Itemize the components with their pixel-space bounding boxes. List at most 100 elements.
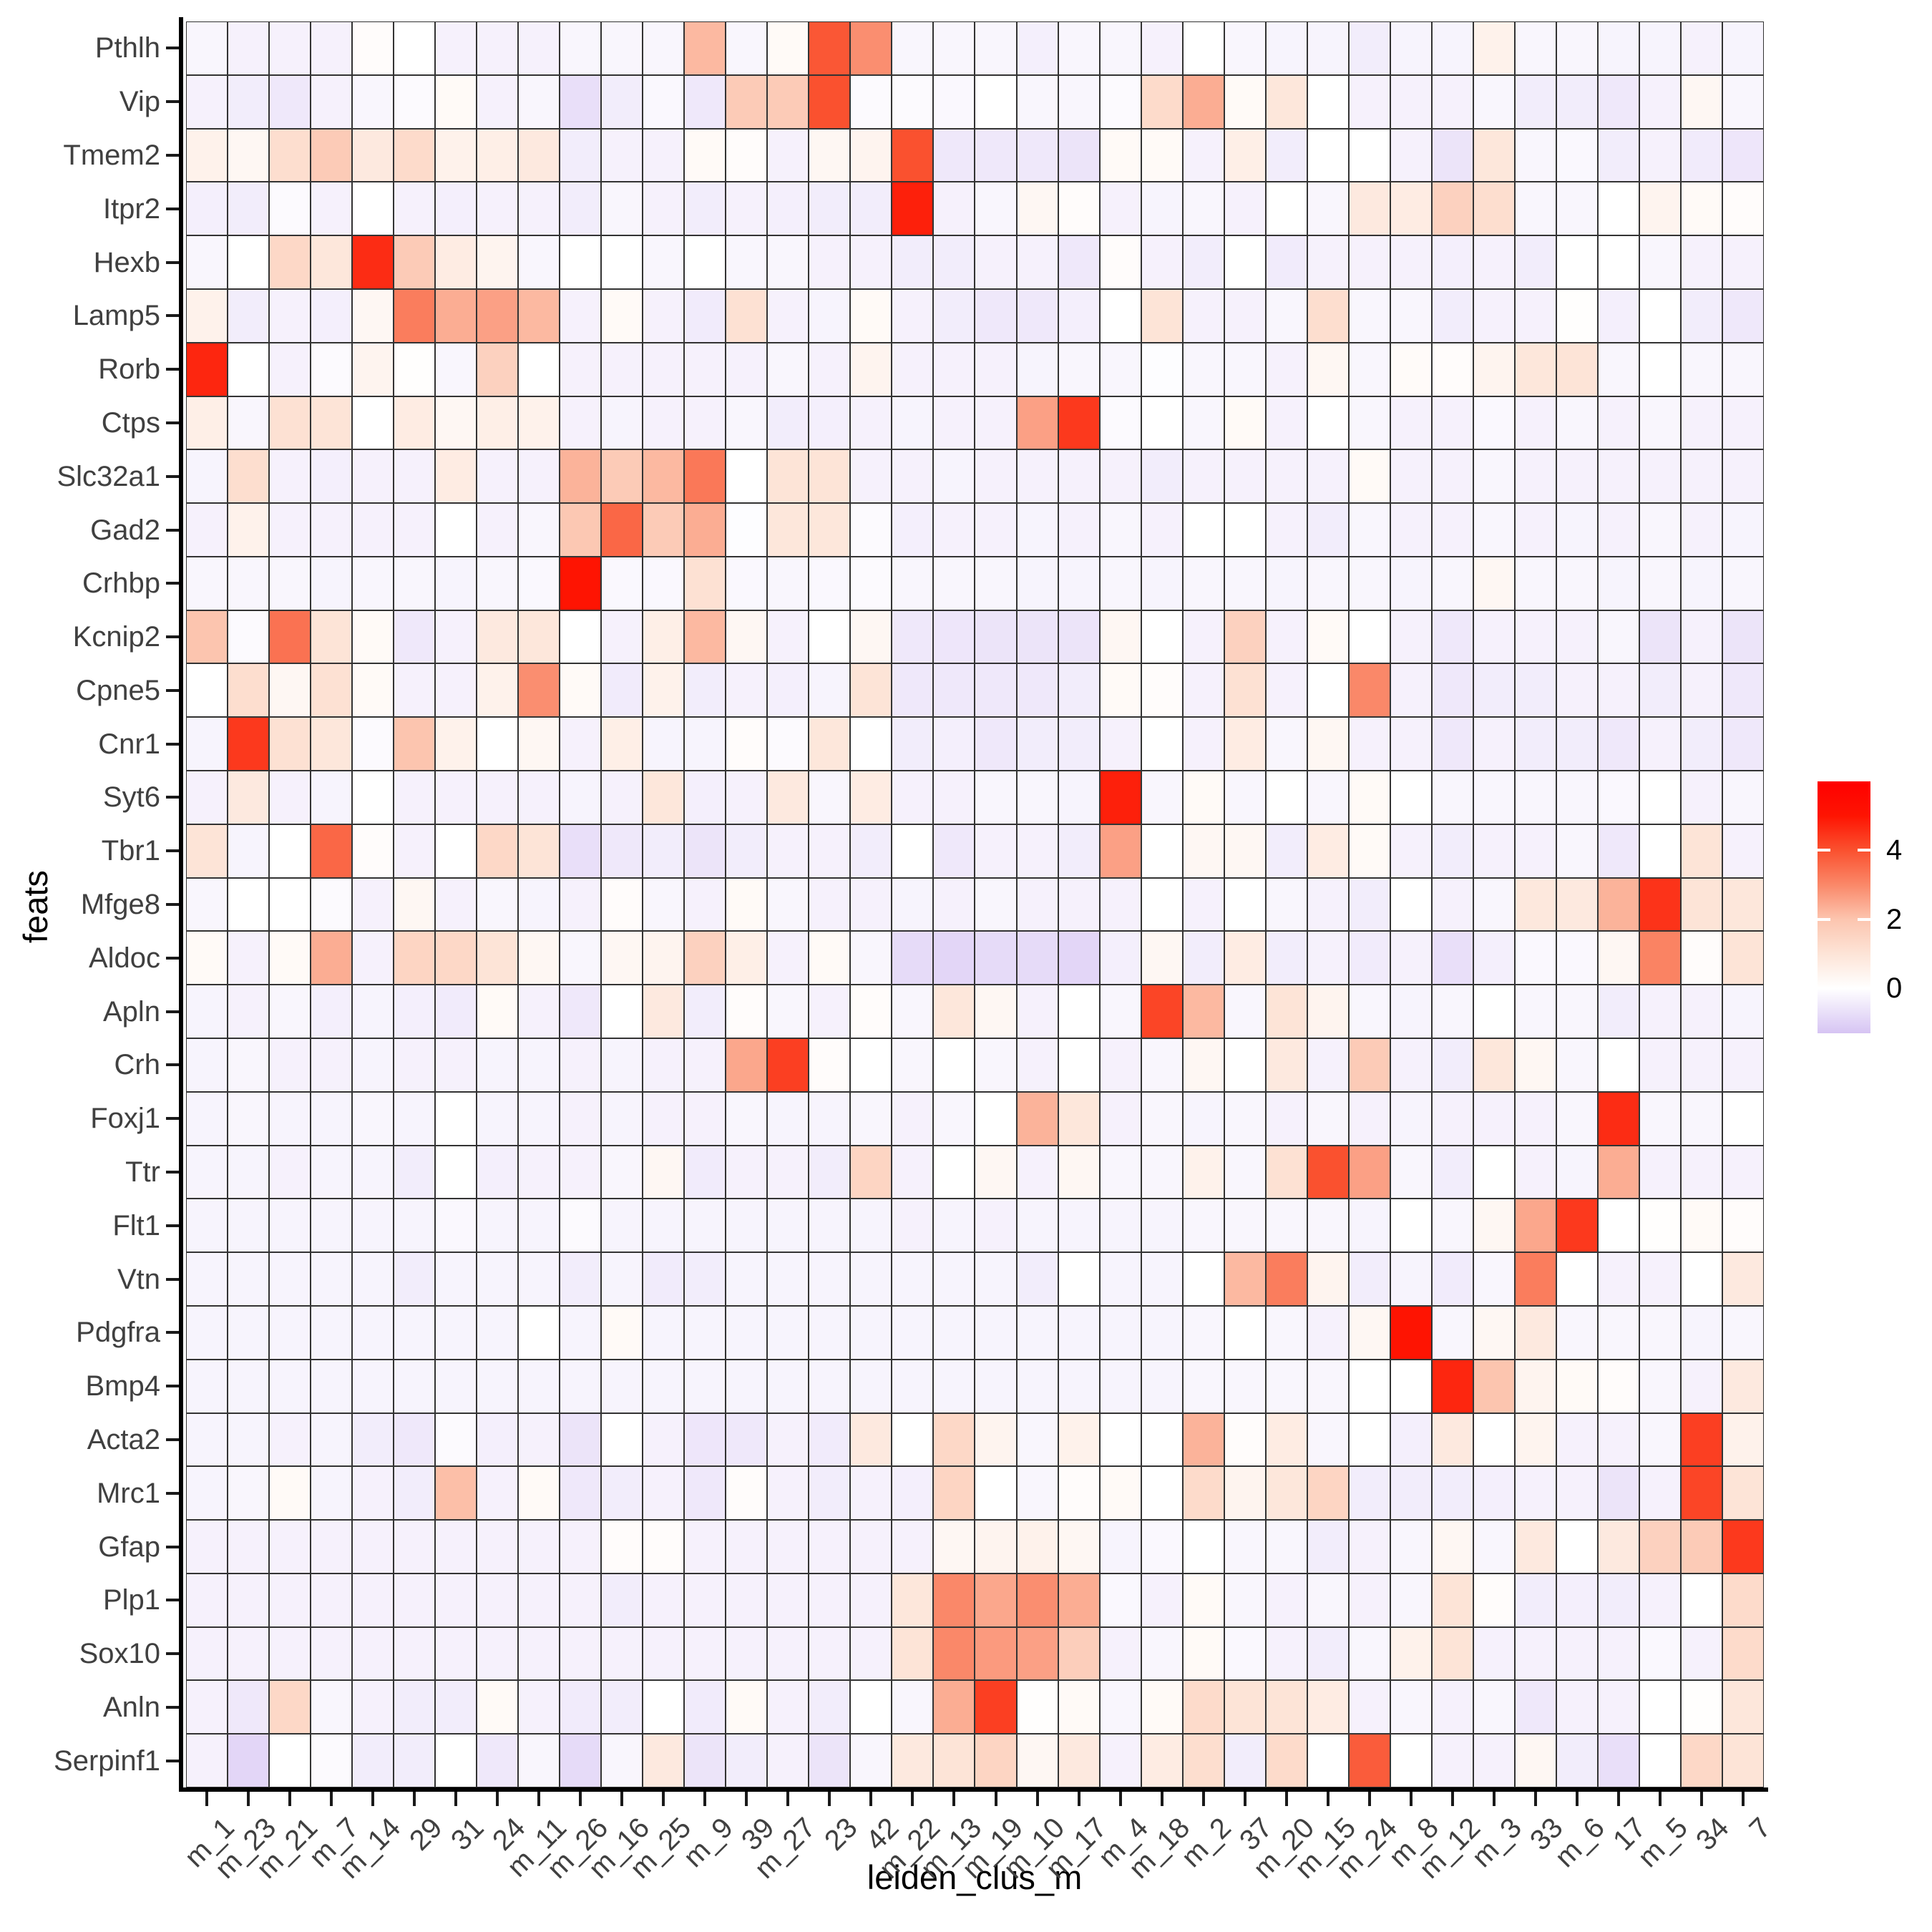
heatmap-cell (1681, 824, 1722, 878)
heatmap-cell (1432, 1146, 1473, 1199)
heatmap-cell (311, 878, 352, 931)
heatmap-cell (1515, 75, 1556, 129)
heatmap-cell (1722, 878, 1764, 931)
heatmap-cell (228, 503, 269, 557)
heatmap-cell (1515, 343, 1556, 396)
heatmap-cell (892, 1680, 933, 1734)
heatmap-cell (394, 557, 435, 610)
heatmap-cell (269, 1413, 311, 1466)
legend-tick-mark (1818, 849, 1830, 852)
heatmap-cell (352, 1252, 394, 1306)
y-axis-label: Gfap (98, 1531, 160, 1563)
heatmap-cell (850, 21, 892, 75)
heatmap-cell (726, 1520, 767, 1574)
heatmap-cell (684, 1466, 726, 1520)
heatmap-cell (186, 931, 228, 985)
heatmap-cell (1141, 717, 1183, 771)
heatmap-cell (1473, 1092, 1515, 1146)
heatmap-cell (643, 717, 684, 771)
heatmap-cell (726, 1306, 767, 1360)
heatmap-cell (1183, 182, 1224, 235)
heatmap-cell (1307, 985, 1349, 1038)
heatmap-cell (1432, 235, 1473, 289)
heatmap-cell (1141, 1252, 1183, 1306)
legend-tick-mark (1858, 917, 1870, 921)
heatmap-cell (560, 343, 601, 396)
y-tick (166, 1010, 179, 1013)
heatmap-cell (311, 1306, 352, 1360)
heatmap-cell (1141, 824, 1183, 878)
heatmap-cell (1473, 449, 1515, 503)
heatmap-cell (1349, 129, 1390, 182)
heatmap-cell (352, 21, 394, 75)
heatmap-cell (311, 557, 352, 610)
y-tick (166, 903, 179, 907)
heatmap-cell (228, 75, 269, 129)
x-tick (288, 1792, 292, 1807)
heatmap-cell (726, 824, 767, 878)
heatmap-cell (1141, 396, 1183, 449)
heatmap-cell (1224, 771, 1266, 824)
heatmap-cell (477, 1360, 518, 1413)
heatmap-cell (518, 1092, 560, 1146)
heatmap-cell (1183, 1413, 1224, 1466)
heatmap-cell (1100, 235, 1141, 289)
x-axis-label: 34 (1690, 1812, 1736, 1857)
heatmap-cell (1390, 1413, 1432, 1466)
heatmap-cell (560, 1734, 601, 1787)
heatmap-cell (850, 289, 892, 343)
heatmap-cell (684, 1520, 726, 1574)
heatmap-cell (1100, 1199, 1141, 1252)
y-tick (166, 1759, 179, 1762)
heatmap-cell (1349, 289, 1390, 343)
heatmap-cell (1598, 289, 1639, 343)
heatmap-cell (269, 235, 311, 289)
heatmap-cell (1639, 396, 1681, 449)
heatmap-cell (1058, 610, 1100, 663)
heatmap-cell (1058, 663, 1100, 717)
heatmap-cell (767, 1038, 809, 1092)
heatmap-cell (1266, 1413, 1307, 1466)
heatmap-cell (228, 1038, 269, 1092)
heatmap-cell (228, 1146, 269, 1199)
heatmap-cell (809, 289, 850, 343)
heatmap-cell (394, 1680, 435, 1734)
heatmap-cell (892, 610, 933, 663)
heatmap-cell (1722, 1413, 1764, 1466)
y-axis-label: Ttr (125, 1156, 160, 1188)
heatmap-cell (850, 1520, 892, 1574)
heatmap-cell (1722, 1520, 1764, 1574)
heatmap-cell (1556, 1520, 1598, 1574)
heatmap-cell (1390, 1306, 1432, 1360)
heatmap-cell (1556, 396, 1598, 449)
heatmap-cell (1349, 1627, 1390, 1680)
heatmap-cell (684, 1574, 726, 1627)
heatmap-cell (394, 1092, 435, 1146)
heatmap-cell (1432, 503, 1473, 557)
heatmap-cell (1349, 1520, 1390, 1574)
heatmap-cell (186, 1038, 228, 1092)
heatmap-cell (1390, 1734, 1432, 1787)
heatmap-cell (1432, 1520, 1473, 1574)
heatmap-cell (1473, 1520, 1515, 1574)
heatmap-cell (1349, 663, 1390, 717)
heatmap-cell (352, 985, 394, 1038)
heatmap-cell (1017, 878, 1058, 931)
heatmap-cell (726, 182, 767, 235)
heatmap-cell (560, 1680, 601, 1734)
heatmap-cell (1183, 1199, 1224, 1252)
y-tick (166, 1331, 179, 1335)
heatmap-cell (1432, 771, 1473, 824)
heatmap-cell (601, 610, 643, 663)
heatmap-cell (643, 1038, 684, 1092)
heatmap-cell (1017, 1038, 1058, 1092)
heatmap-cell (560, 289, 601, 343)
heatmap-cell (726, 931, 767, 985)
heatmap-cell (1017, 235, 1058, 289)
heatmap-cell (850, 1360, 892, 1413)
y-axis-label: Serpinf1 (54, 1745, 160, 1777)
heatmap-cell (1058, 1734, 1100, 1787)
heatmap-cell (352, 1734, 394, 1787)
heatmap-cell (850, 824, 892, 878)
heatmap-cell (1266, 1574, 1307, 1627)
